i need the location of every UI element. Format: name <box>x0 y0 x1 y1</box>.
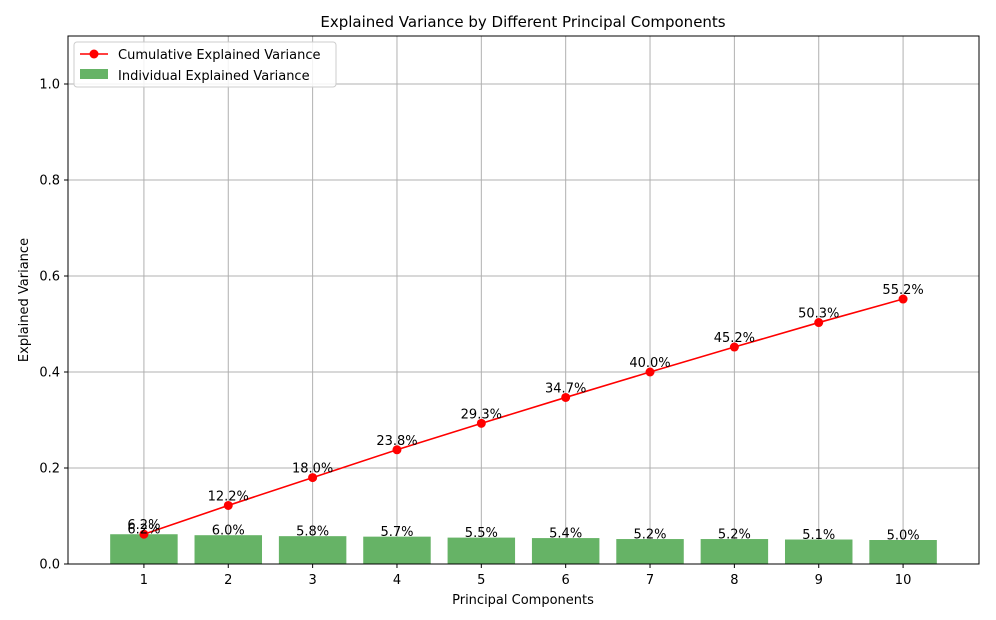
y-tick-label: 0.8 <box>39 174 60 189</box>
cumulative-point <box>139 529 149 539</box>
x-tick-label: 4 <box>393 573 401 588</box>
bar-value-label: 5.4% <box>549 527 582 542</box>
bar-value-label: 5.7% <box>380 525 413 540</box>
bar <box>110 534 178 564</box>
x-tick-label: 3 <box>308 573 316 588</box>
x-tick-label: 2 <box>224 573 232 588</box>
legend-box <box>73 41 337 88</box>
cumulative-point <box>645 367 655 377</box>
cumulative-value-label: 18.0% <box>292 462 333 477</box>
cumulative-line <box>143 298 904 535</box>
cumulative-value-label: 12.2% <box>208 489 249 504</box>
x-tick-label: 1 <box>140 573 148 588</box>
bar <box>700 539 769 564</box>
cumulative-points <box>139 294 908 539</box>
bar <box>616 539 684 564</box>
legend-label-individual: Individual Explained Variance <box>118 69 310 84</box>
bar <box>784 539 853 564</box>
cumulative-value-label: 34.7% <box>545 381 586 396</box>
cumulative-point <box>223 500 233 510</box>
bar-value-label: 5.5% <box>465 526 498 541</box>
cumulative-point <box>476 418 486 428</box>
cumulative-value-label: 50.3% <box>798 307 839 322</box>
cumulative-point <box>814 318 824 328</box>
bar <box>363 536 431 564</box>
bar <box>869 540 937 564</box>
y-tick-label: 0.6 <box>39 270 60 285</box>
cumulative-value-label: 45.2% <box>714 331 755 346</box>
x-axis-label: Principal Components <box>452 593 594 608</box>
bar-value-label: 5.2% <box>718 528 751 543</box>
cumulative-value-label: 29.3% <box>461 407 502 422</box>
bar <box>194 535 263 564</box>
legend-marker-swatch <box>89 49 99 59</box>
cumulative-point <box>392 445 402 455</box>
y-tick-label: 0.2 <box>39 462 60 477</box>
bar-value-label: 5.1% <box>802 528 835 543</box>
bar-value-label: 5.0% <box>887 529 920 544</box>
bar <box>531 538 600 564</box>
cumulative-point <box>561 392 571 402</box>
bar-value-label: 5.2% <box>634 528 667 543</box>
x-tick-label: 5 <box>477 573 485 588</box>
x-tick-label: 9 <box>815 573 823 588</box>
cumulative-point <box>308 473 318 483</box>
x-tick-label: 8 <box>730 573 738 588</box>
legend: Cumulative Explained Variance Individual… <box>73 41 337 88</box>
bar-value-label: 5.8% <box>296 525 329 540</box>
cumulative-value-label: 55.2% <box>882 283 923 298</box>
cumulative-value-label: 40.0% <box>629 356 670 371</box>
bar <box>447 537 516 564</box>
bar <box>278 536 347 564</box>
y-axis-label: Explained Variance <box>17 238 32 362</box>
y-tick-label: 0.4 <box>39 366 60 381</box>
cumulative-value-label: 6.2% <box>127 518 160 533</box>
bar-value-label: 6.0% <box>212 524 245 539</box>
bars <box>110 534 937 564</box>
cumulative-point <box>898 294 908 304</box>
bar-value-label: 6.2% <box>127 523 160 538</box>
axis-ticks: 0.0 0.2 0.4 0.6 0.8 1.0 1 2 3 4 5 6 7 8 9 10 <box>39 78 911 589</box>
y-tick-label: 0.0 <box>39 558 60 573</box>
cumulative-line-path <box>143 298 904 535</box>
x-tick-label: 7 <box>646 573 654 588</box>
chart-title: Explained Variance by Different Principa… <box>320 13 725 31</box>
legend-bar-swatch <box>80 69 108 79</box>
legend-label-cumulative: Cumulative Explained Variance <box>118 48 320 63</box>
data-labels: 6.2% 6.0% 5.8% 5.7% 5.5% 5.4% 5.2% 5.2% 5.1% 5.0%… <box>127 283 923 543</box>
cumulative-value-label: 23.8% <box>376 434 417 449</box>
plot-frame <box>67 35 980 565</box>
grid <box>68 36 979 565</box>
y-tick-label: 1.0 <box>39 78 60 93</box>
cumulative-point <box>729 342 739 352</box>
x-tick-label: 6 <box>562 573 570 588</box>
x-tick-label: 10 <box>895 573 912 588</box>
